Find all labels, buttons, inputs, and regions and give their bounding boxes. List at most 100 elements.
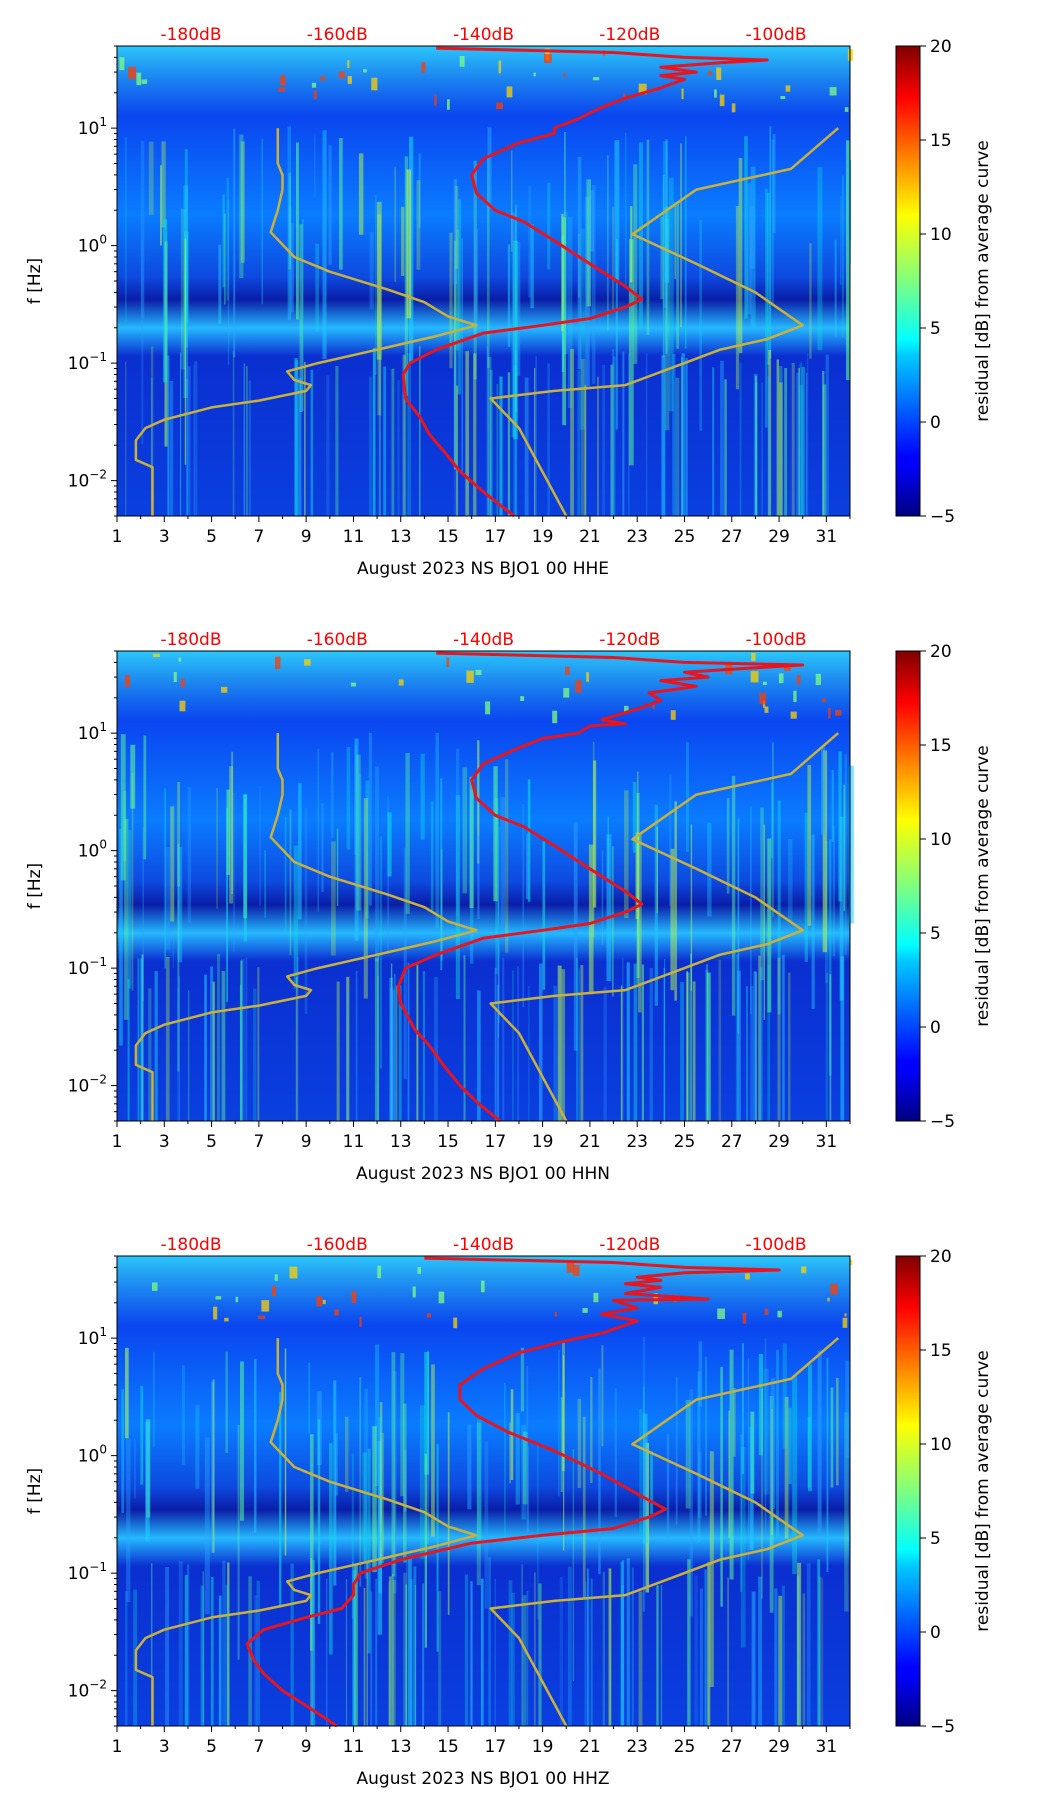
streak bbox=[707, 1562, 711, 1726]
hotspot bbox=[152, 653, 160, 657]
streak bbox=[538, 963, 543, 1121]
streak bbox=[464, 1574, 469, 1726]
streak bbox=[606, 834, 612, 982]
streak bbox=[564, 132, 566, 245]
hotspot bbox=[796, 675, 801, 685]
streak bbox=[315, 243, 319, 332]
colorbar-tick-label: 20 bbox=[930, 1247, 952, 1267]
y-tick-label: 101 bbox=[78, 720, 107, 744]
hotspot bbox=[520, 696, 525, 701]
streak bbox=[390, 987, 394, 1121]
streak bbox=[287, 126, 291, 321]
colorbar bbox=[895, 45, 921, 517]
streak bbox=[614, 140, 620, 281]
hotspot bbox=[751, 653, 756, 661]
streak bbox=[741, 1343, 744, 1475]
streak bbox=[212, 981, 215, 1121]
db-label: -100dB bbox=[745, 630, 806, 650]
streak bbox=[660, 216, 664, 300]
streak bbox=[183, 231, 189, 324]
streak bbox=[527, 1446, 530, 1544]
streak bbox=[567, 216, 573, 408]
streak bbox=[225, 1351, 228, 1453]
streak bbox=[728, 1410, 730, 1538]
streak bbox=[329, 1443, 333, 1655]
streak bbox=[368, 376, 373, 516]
hotspot bbox=[377, 1265, 382, 1279]
streak bbox=[477, 835, 480, 919]
hotspot bbox=[815, 673, 821, 685]
streak bbox=[211, 1381, 215, 1553]
red-curve bbox=[396, 651, 805, 1123]
streak bbox=[120, 734, 126, 881]
streak bbox=[746, 183, 752, 315]
colorbar-tick-label: 15 bbox=[930, 131, 952, 151]
y-axis-label: f [Hz] bbox=[25, 258, 45, 304]
streak bbox=[336, 981, 340, 1121]
colorbar bbox=[895, 1255, 921, 1727]
streak bbox=[830, 1387, 834, 1488]
gold-curve-1 bbox=[134, 128, 478, 516]
streak bbox=[509, 1422, 511, 1484]
x-tick-label: 23 bbox=[626, 527, 648, 547]
streak bbox=[298, 782, 302, 920]
streak bbox=[826, 1357, 829, 1572]
streak bbox=[414, 1584, 416, 1726]
hotspot bbox=[128, 66, 137, 79]
streak bbox=[626, 1558, 630, 1726]
streak bbox=[369, 232, 374, 310]
hotspot bbox=[224, 1317, 229, 1322]
streak bbox=[416, 180, 421, 270]
hotspot bbox=[844, 1313, 847, 1317]
streak bbox=[326, 375, 330, 516]
streak bbox=[570, 349, 574, 516]
streak bbox=[172, 804, 174, 968]
streak bbox=[407, 1557, 412, 1726]
hotspot bbox=[347, 76, 352, 84]
streak bbox=[763, 1368, 769, 1495]
streak bbox=[516, 242, 521, 376]
streak bbox=[778, 1595, 783, 1726]
streak bbox=[186, 1564, 190, 1726]
streak bbox=[496, 383, 499, 516]
streak bbox=[720, 360, 724, 516]
red-curve bbox=[245, 1256, 781, 1728]
streak bbox=[612, 349, 615, 516]
x-tick-label: 9 bbox=[301, 1132, 312, 1152]
streak bbox=[463, 955, 466, 1121]
streak bbox=[782, 954, 785, 1121]
streak bbox=[233, 792, 235, 952]
colorbar-tick-label: 10 bbox=[930, 830, 952, 850]
x-tick-label: 17 bbox=[485, 1737, 507, 1757]
colorbar-tick-label: 20 bbox=[930, 37, 952, 57]
hotspot bbox=[136, 72, 142, 86]
streak bbox=[520, 1347, 525, 1412]
streak bbox=[248, 380, 251, 516]
streak bbox=[167, 355, 170, 516]
streak bbox=[765, 188, 768, 428]
streak bbox=[822, 370, 825, 516]
db-label: -160dB bbox=[307, 630, 368, 650]
hotspot bbox=[322, 1299, 326, 1305]
streak bbox=[435, 733, 439, 929]
hotspot bbox=[481, 1280, 485, 1293]
streak bbox=[771, 139, 774, 305]
streak bbox=[558, 1349, 560, 1497]
streak bbox=[674, 202, 676, 279]
streak bbox=[296, 142, 299, 320]
streak bbox=[669, 177, 674, 412]
streak bbox=[699, 1588, 703, 1726]
streak bbox=[383, 366, 387, 516]
streak bbox=[419, 346, 421, 516]
hotspot bbox=[320, 76, 326, 81]
streak bbox=[635, 832, 639, 920]
streak bbox=[737, 818, 740, 1034]
streak bbox=[547, 363, 550, 516]
streak bbox=[160, 165, 163, 246]
streak bbox=[392, 1574, 394, 1726]
streak bbox=[256, 1580, 260, 1726]
db-label: -120dB bbox=[599, 1235, 660, 1255]
streak bbox=[143, 735, 147, 860]
streak bbox=[731, 775, 736, 1016]
streak bbox=[761, 1389, 763, 1599]
